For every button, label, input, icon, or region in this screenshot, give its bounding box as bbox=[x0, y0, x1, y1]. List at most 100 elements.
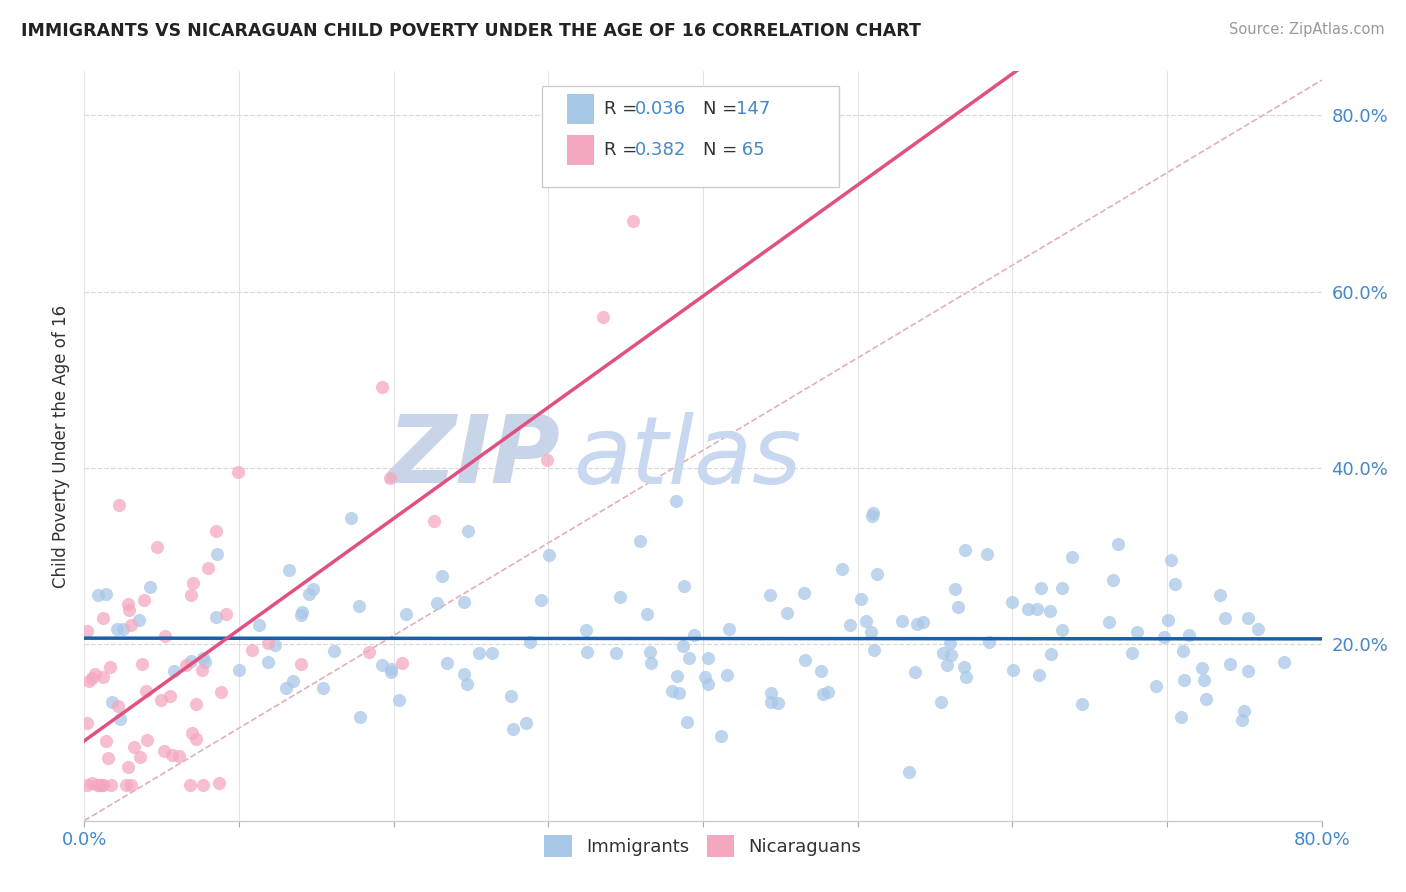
Point bbox=[1026, 602, 1049, 616]
Point bbox=[1247, 622, 1270, 636]
Point bbox=[97, 751, 120, 765]
Point bbox=[810, 664, 832, 678]
Point bbox=[905, 617, 928, 632]
Point bbox=[1160, 552, 1182, 566]
Point bbox=[904, 665, 927, 679]
Text: 65: 65 bbox=[737, 141, 765, 159]
Point bbox=[1039, 604, 1062, 618]
Point bbox=[94, 587, 117, 601]
Text: IMMIGRANTS VS NICARAGUAN CHILD POVERTY UNDER THE AGE OF 16 CORRELATION CHART: IMMIGRANTS VS NICARAGUAN CHILD POVERTY U… bbox=[21, 22, 921, 40]
Point bbox=[860, 509, 883, 524]
Point bbox=[849, 592, 872, 607]
Point bbox=[136, 732, 159, 747]
Point bbox=[146, 540, 169, 554]
Point bbox=[682, 628, 704, 642]
Point bbox=[1164, 577, 1187, 591]
Point bbox=[124, 739, 146, 754]
Point bbox=[96, 734, 118, 748]
Point bbox=[179, 778, 201, 792]
Point bbox=[605, 647, 627, 661]
Point bbox=[240, 643, 263, 657]
Point bbox=[380, 662, 402, 676]
Point bbox=[678, 651, 700, 665]
Point bbox=[955, 670, 977, 684]
Point bbox=[76, 624, 98, 638]
Point bbox=[1028, 668, 1050, 682]
Point bbox=[86, 778, 108, 792]
Point bbox=[1194, 673, 1216, 688]
Point bbox=[1272, 655, 1295, 669]
Text: 0.036: 0.036 bbox=[636, 100, 686, 118]
Point bbox=[948, 599, 970, 614]
Point bbox=[697, 677, 720, 691]
Point bbox=[322, 643, 344, 657]
Point bbox=[359, 644, 381, 658]
Point bbox=[1209, 588, 1232, 602]
Point bbox=[718, 622, 741, 636]
Point bbox=[776, 606, 799, 620]
Point bbox=[112, 622, 135, 636]
Point bbox=[278, 563, 301, 577]
Point bbox=[436, 657, 458, 671]
Point bbox=[312, 681, 335, 695]
Point bbox=[1126, 625, 1149, 640]
Point bbox=[863, 642, 886, 657]
Point bbox=[457, 524, 479, 538]
Point bbox=[194, 655, 217, 669]
Point bbox=[80, 671, 103, 685]
Point bbox=[290, 608, 312, 623]
Point bbox=[976, 547, 998, 561]
Point bbox=[1121, 646, 1143, 660]
Point bbox=[276, 681, 298, 695]
Point bbox=[91, 778, 114, 792]
Point bbox=[91, 778, 114, 792]
Point bbox=[139, 581, 162, 595]
Point bbox=[83, 666, 105, 681]
Point bbox=[665, 669, 688, 683]
Point bbox=[911, 615, 934, 630]
Point bbox=[108, 498, 131, 512]
Point bbox=[1237, 611, 1260, 625]
Point bbox=[640, 656, 662, 670]
Point bbox=[380, 665, 402, 679]
Point bbox=[1062, 549, 1084, 564]
Point bbox=[388, 693, 411, 707]
Point bbox=[693, 671, 716, 685]
FancyBboxPatch shape bbox=[567, 94, 595, 124]
Point bbox=[1173, 673, 1195, 687]
Point bbox=[205, 524, 228, 538]
Point bbox=[515, 715, 537, 730]
Point bbox=[159, 690, 181, 704]
Legend: Immigrants, Nicaraguans: Immigrants, Nicaraguans bbox=[537, 828, 869, 864]
Point bbox=[118, 603, 141, 617]
Point bbox=[100, 660, 122, 674]
Point bbox=[181, 725, 204, 739]
Point bbox=[215, 607, 238, 621]
Point bbox=[89, 778, 111, 792]
Point bbox=[117, 598, 139, 612]
Point bbox=[1107, 537, 1129, 551]
Text: N =: N = bbox=[703, 100, 742, 118]
Point bbox=[131, 657, 153, 671]
Point bbox=[502, 722, 524, 736]
Point bbox=[380, 470, 402, 484]
Text: atlas: atlas bbox=[574, 412, 801, 503]
Point bbox=[794, 653, 817, 667]
Point bbox=[181, 576, 204, 591]
Text: R =: R = bbox=[605, 100, 643, 118]
Point bbox=[1097, 615, 1119, 629]
Point bbox=[257, 636, 280, 650]
Point bbox=[977, 635, 1000, 649]
Point bbox=[129, 750, 152, 764]
Point bbox=[761, 695, 783, 709]
Point bbox=[609, 590, 631, 604]
Point bbox=[935, 658, 957, 673]
Point bbox=[298, 586, 321, 600]
Point bbox=[191, 778, 214, 792]
Point bbox=[120, 778, 142, 792]
Point bbox=[340, 510, 363, 524]
Text: 147: 147 bbox=[737, 100, 770, 118]
Point bbox=[89, 778, 111, 792]
Point bbox=[197, 561, 219, 575]
Point bbox=[391, 657, 413, 671]
